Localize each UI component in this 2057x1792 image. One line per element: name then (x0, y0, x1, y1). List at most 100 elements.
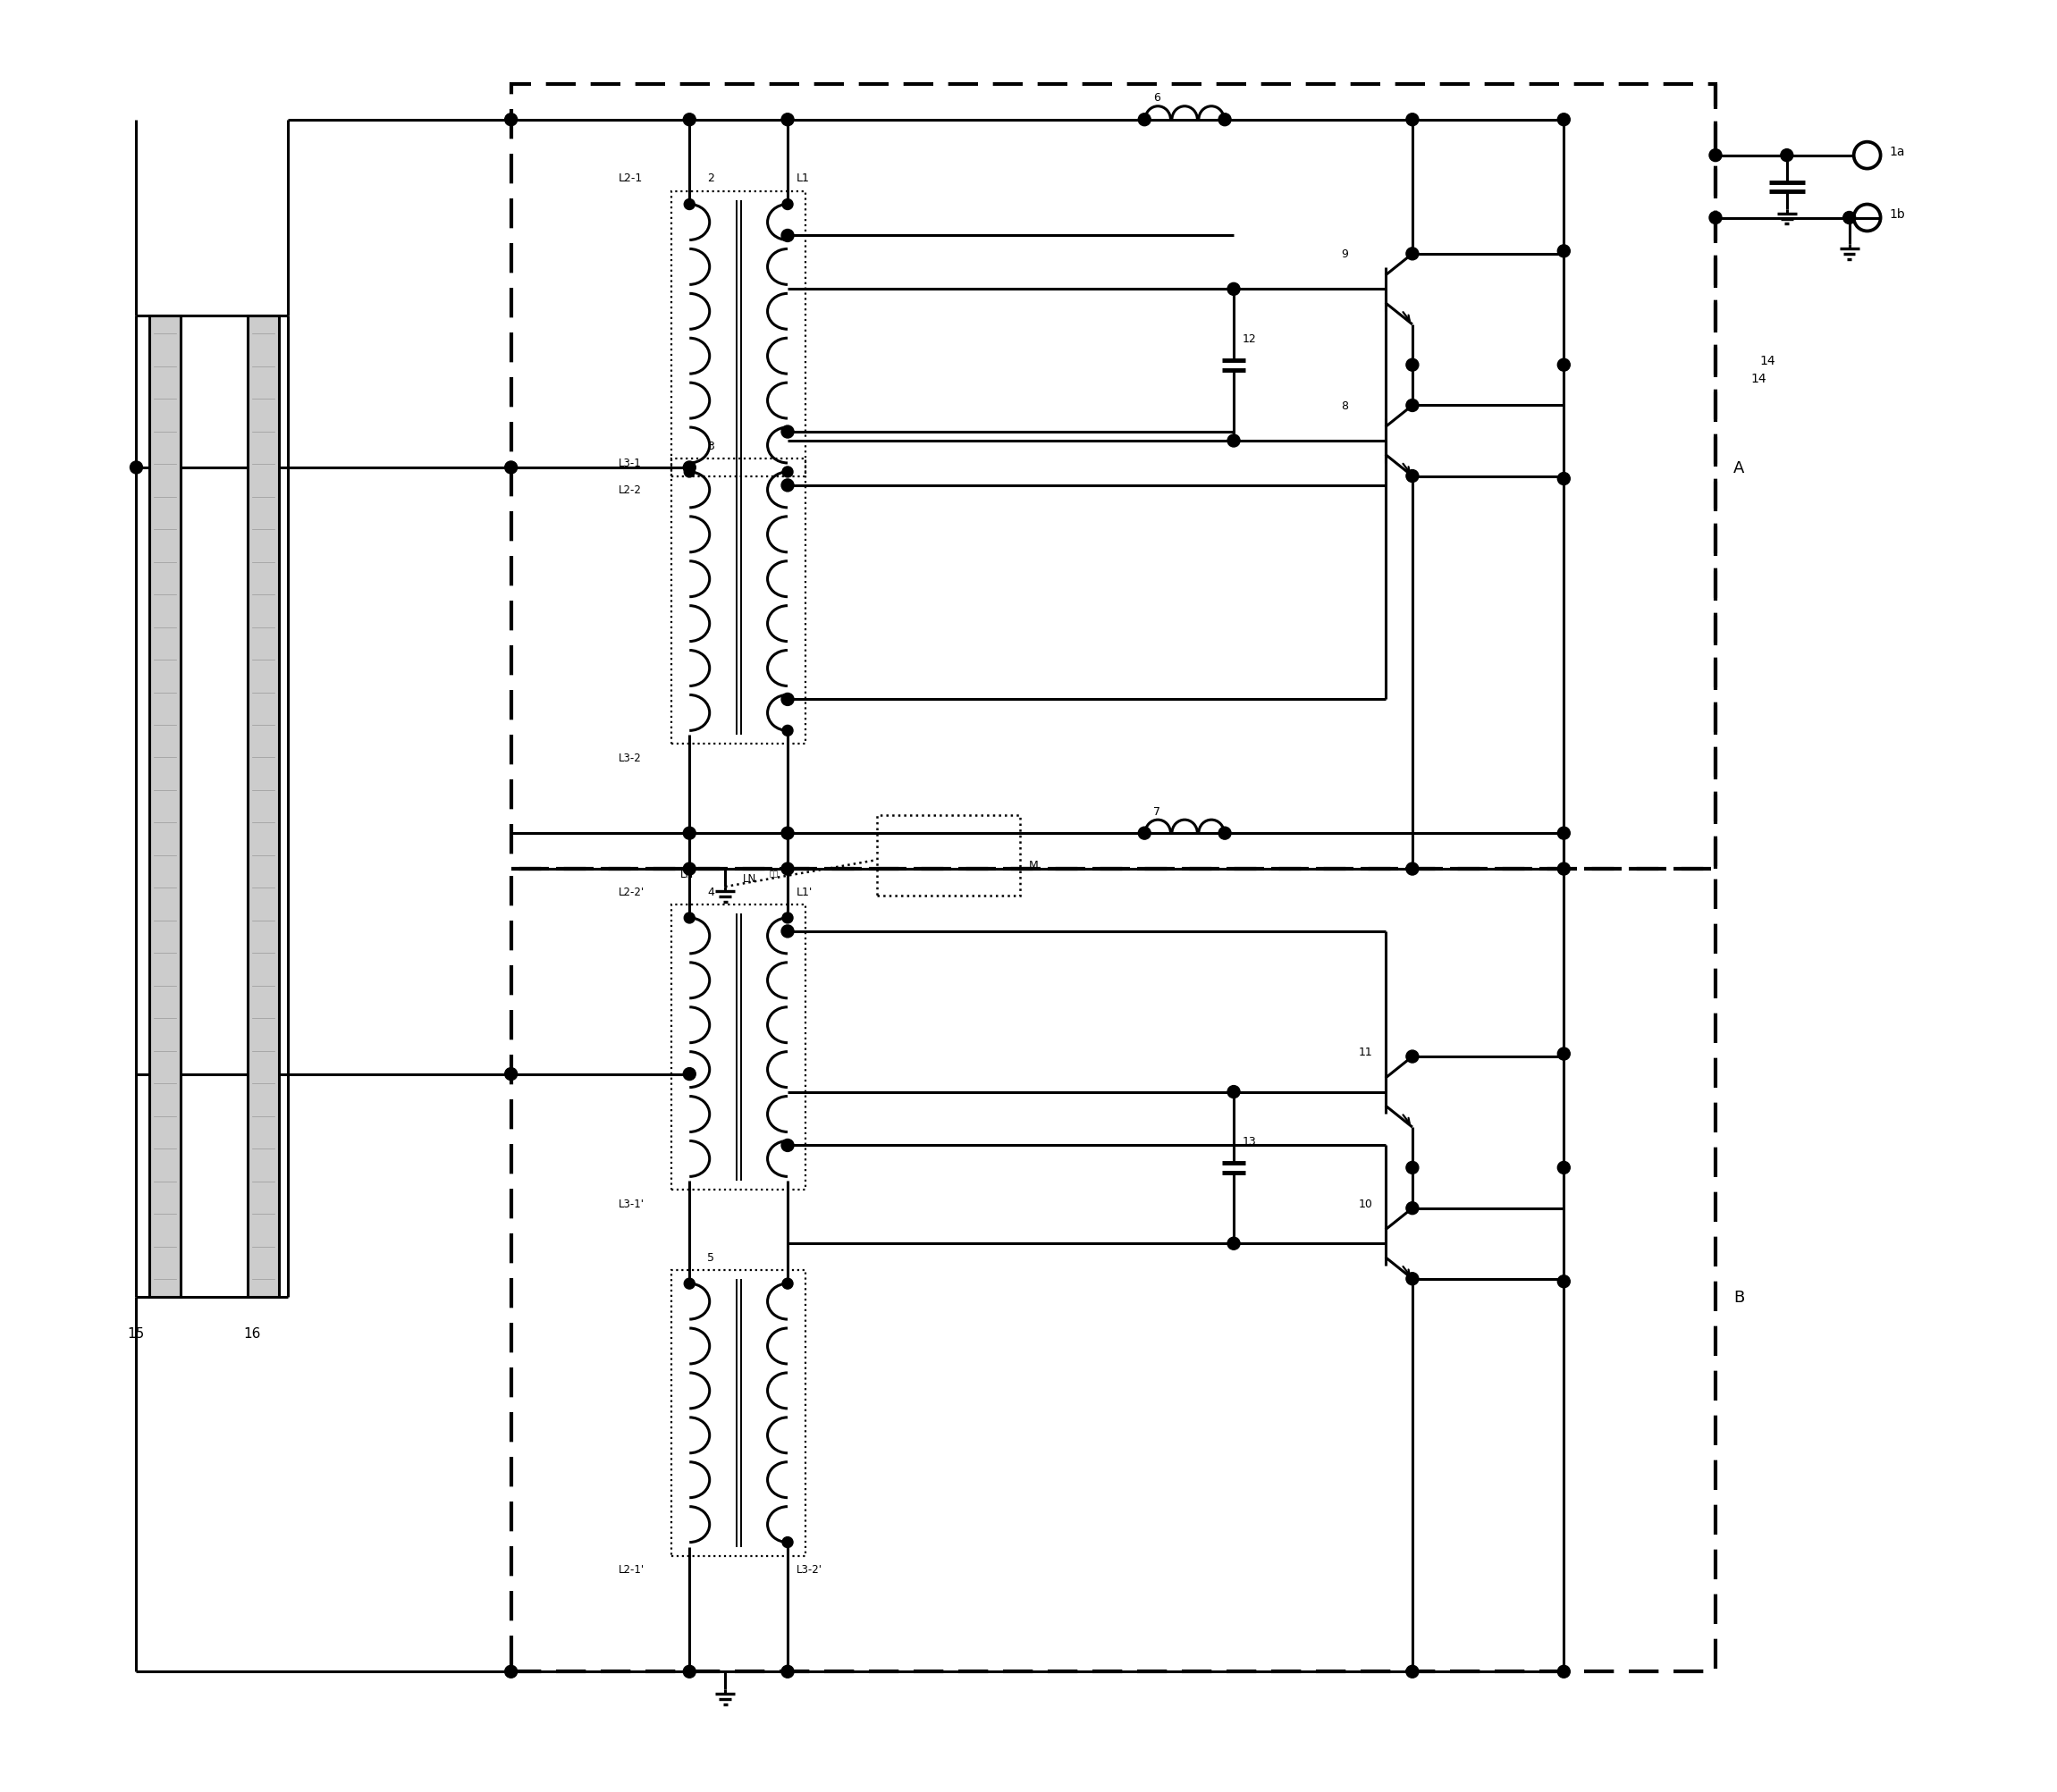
Circle shape (685, 1278, 695, 1288)
Circle shape (504, 1068, 516, 1081)
Text: 4: 4 (708, 885, 714, 898)
Text: L2-2: L2-2 (617, 484, 642, 496)
Circle shape (1228, 1238, 1240, 1251)
Text: L3-1: L3-1 (617, 457, 642, 470)
Circle shape (685, 199, 695, 210)
Bar (673, 905, 806, 1190)
Text: LN: LN (743, 873, 757, 883)
Circle shape (782, 694, 794, 706)
Text: B: B (1734, 1288, 1744, 1305)
Text: 11: 11 (1358, 1047, 1372, 1057)
Text: 5: 5 (708, 1251, 714, 1263)
Circle shape (782, 726, 792, 737)
Bar (673, 1271, 806, 1555)
Circle shape (782, 828, 794, 840)
Circle shape (1218, 115, 1230, 127)
Circle shape (683, 115, 695, 127)
Text: M: M (1028, 858, 1039, 871)
Circle shape (504, 115, 516, 127)
Circle shape (1407, 1272, 1419, 1285)
Text: A: A (1734, 461, 1744, 477)
Text: 15: 15 (128, 1326, 144, 1340)
Text: 1a: 1a (1890, 145, 1905, 158)
Circle shape (1407, 1202, 1419, 1215)
Circle shape (782, 229, 794, 242)
Circle shape (1557, 473, 1569, 486)
Circle shape (1557, 864, 1569, 876)
Circle shape (1557, 1048, 1569, 1061)
Text: 14: 14 (1761, 355, 1775, 367)
Circle shape (1407, 358, 1419, 371)
Circle shape (782, 1665, 794, 1677)
Bar (247, 317, 280, 1297)
Text: L2-2': L2-2' (617, 885, 644, 898)
Circle shape (782, 1140, 794, 1152)
Bar (150, 317, 181, 1297)
Bar (876, 815, 1020, 896)
Circle shape (1407, 1665, 1419, 1677)
Circle shape (1407, 1050, 1419, 1063)
Circle shape (1557, 1665, 1569, 1677)
Circle shape (504, 1665, 516, 1677)
Text: 12: 12 (1242, 333, 1257, 344)
Circle shape (782, 468, 792, 478)
Circle shape (685, 468, 695, 478)
Text: L3-2: L3-2 (617, 753, 642, 763)
Bar (673, 192, 806, 477)
Circle shape (685, 912, 695, 923)
Circle shape (130, 462, 142, 475)
Circle shape (782, 199, 792, 210)
Circle shape (782, 925, 794, 937)
Circle shape (504, 462, 516, 475)
Text: 10: 10 (1358, 1197, 1372, 1210)
Circle shape (1407, 470, 1419, 482)
Bar (510, 869, 1716, 1672)
Circle shape (1218, 828, 1230, 840)
Circle shape (1228, 1086, 1240, 1098)
Text: 7: 7 (1154, 805, 1160, 817)
Circle shape (1709, 211, 1722, 224)
Circle shape (683, 828, 695, 840)
Circle shape (683, 1665, 695, 1677)
Circle shape (782, 480, 794, 493)
Circle shape (1557, 828, 1569, 840)
Circle shape (683, 1068, 695, 1081)
Text: L1': L1' (796, 885, 813, 898)
Circle shape (1228, 435, 1240, 448)
Text: L1: L1 (796, 172, 810, 185)
Circle shape (1407, 864, 1419, 876)
Text: L2-1': L2-1' (617, 1563, 644, 1575)
Circle shape (782, 864, 794, 876)
Text: L3-1': L3-1' (617, 1197, 644, 1210)
Text: L2-1: L2-1 (617, 172, 642, 185)
Circle shape (782, 912, 792, 923)
Circle shape (1407, 1161, 1419, 1174)
Circle shape (1407, 400, 1419, 412)
Circle shape (1138, 115, 1150, 127)
Circle shape (1407, 115, 1419, 127)
Text: 9: 9 (1341, 249, 1347, 260)
Bar (510, 84, 1716, 869)
Circle shape (1557, 1276, 1569, 1288)
Text: 中性: 中性 (769, 869, 780, 878)
Circle shape (1781, 151, 1794, 163)
Circle shape (782, 115, 794, 127)
Text: LN: LN (681, 867, 693, 880)
Circle shape (1557, 115, 1569, 127)
Text: 13: 13 (1242, 1136, 1257, 1147)
Circle shape (683, 864, 695, 876)
Text: 16: 16 (243, 1326, 261, 1340)
Circle shape (1843, 211, 1855, 224)
Text: 6: 6 (1154, 91, 1160, 104)
Circle shape (1228, 283, 1240, 296)
Circle shape (1557, 358, 1569, 371)
Circle shape (782, 426, 794, 439)
Circle shape (683, 462, 695, 475)
Text: 3: 3 (708, 441, 714, 452)
Text: 1b: 1b (1890, 208, 1905, 220)
Bar (673, 459, 806, 744)
Text: L3-2': L3-2' (796, 1563, 823, 1575)
Circle shape (782, 1278, 792, 1288)
Text: 2: 2 (708, 172, 714, 185)
Circle shape (1138, 828, 1150, 840)
